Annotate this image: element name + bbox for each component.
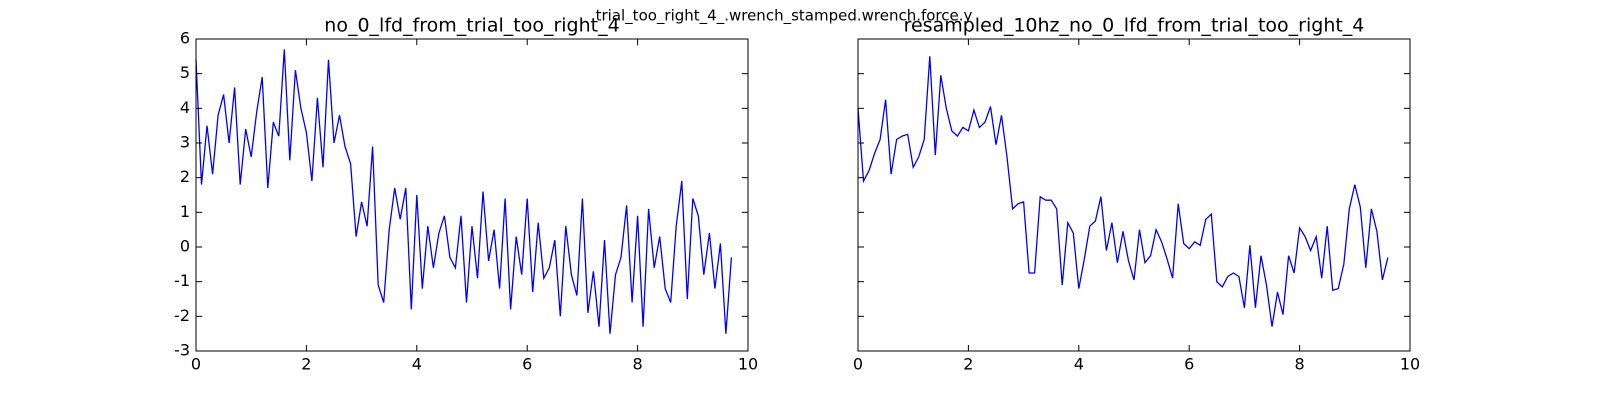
x-tick-label: 2: [301, 355, 311, 374]
x-tick-label: 6: [522, 355, 532, 374]
x-tick-label: 8: [1295, 355, 1305, 374]
y-tick-label: 4: [180, 98, 190, 117]
y-tick-label: 3: [180, 133, 190, 152]
x-tick-label: 10: [1400, 355, 1420, 374]
y-tick-label: -1: [174, 271, 190, 290]
x-tick-label: 2: [963, 355, 973, 374]
y-tick-label: 2: [180, 167, 190, 186]
data-line: [195, 49, 733, 334]
x-tick-label: 10: [738, 355, 758, 374]
data-line: [857, 56, 1389, 327]
y-tick-label: -3: [174, 341, 190, 360]
x-tick-label: 0: [191, 355, 201, 374]
axes-frame: [857, 38, 1411, 352]
y-tick-label: 5: [180, 63, 190, 82]
y-tick-label: 0: [180, 237, 190, 256]
x-tick-label: 8: [633, 355, 643, 374]
x-tick-label: 0: [853, 355, 863, 374]
y-tick-label: 6: [180, 29, 190, 48]
x-tick-label: 4: [1074, 355, 1084, 374]
axes-frame: [195, 38, 749, 352]
y-tick-label: -2: [174, 306, 190, 325]
x-tick-label: 6: [1184, 355, 1194, 374]
x-tick-label: 4: [412, 355, 422, 374]
y-tick-label: 1: [180, 202, 190, 221]
axes-title: resampled_10hz_no_0_lfd_from_trial_too_r…: [904, 15, 1365, 37]
axes-title: no_0_lfd_from_trial_too_right_4: [324, 15, 619, 37]
figure-title: trial_too_right_4_.wrench_stamped.wrench…: [596, 7, 973, 26]
